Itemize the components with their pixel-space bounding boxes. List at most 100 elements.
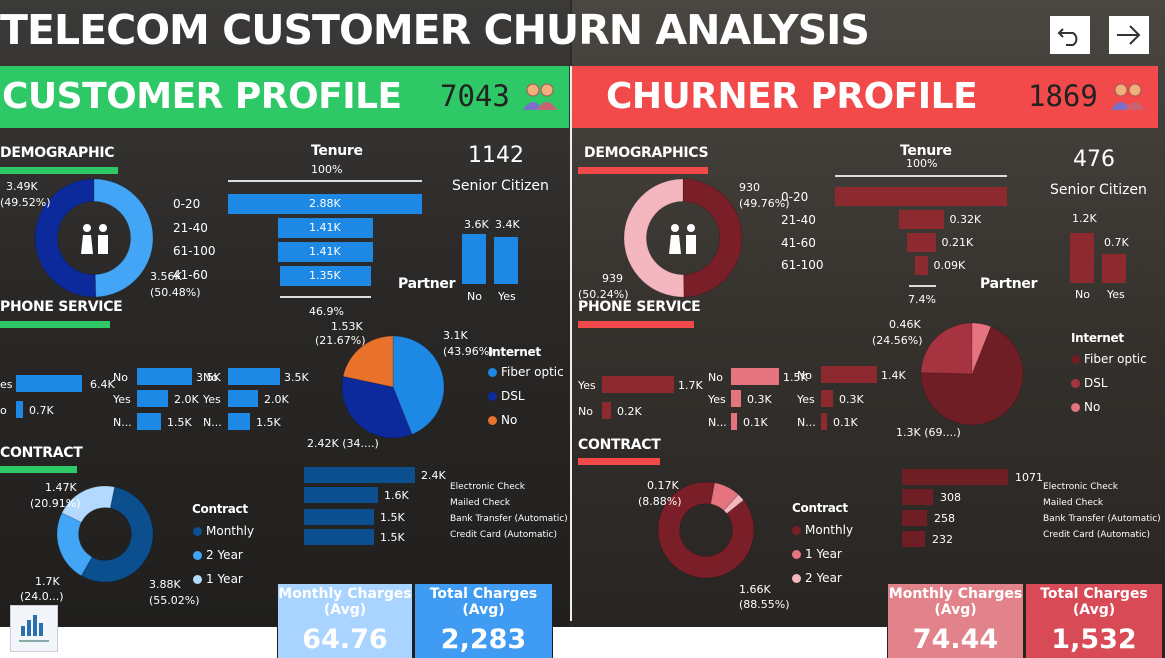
customer-contract-slice-2[interactable] xyxy=(56,512,93,577)
churner-demographic-underline xyxy=(578,167,708,174)
card-title: Total Charges (Avg) xyxy=(429,586,538,618)
churner-gender-a-pct: (49.76%) xyxy=(739,197,790,210)
customer-gender-slice-2[interactable] xyxy=(34,178,97,298)
churner-internet-a-pct: (24.56%) xyxy=(872,334,923,347)
legend-dot-icon xyxy=(792,550,801,559)
churner-payment-method-2: Mailed Check xyxy=(1043,498,1104,508)
customer-phone-g2-label-3: N... xyxy=(113,416,132,429)
customer-tenure-bar-2[interactable] xyxy=(277,218,373,238)
churner-phone-g3-bar-2[interactable] xyxy=(821,390,833,407)
churner-internet-legend-dsl: DSL xyxy=(1071,376,1108,390)
customer-contract-slice-3[interactable] xyxy=(61,485,116,524)
customer-count: 7043 xyxy=(440,79,510,113)
churner-payment-bar-1[interactable] xyxy=(902,469,1008,485)
customer-payment-bar-4[interactable] xyxy=(304,529,374,545)
churner-contract-heading: CONTRACT xyxy=(578,437,661,453)
back-button[interactable] xyxy=(1050,16,1090,54)
customer-phone-g3-bar-2[interactable] xyxy=(228,390,258,407)
customer-payment-bar-3[interactable] xyxy=(304,509,374,525)
customer-tenure-bottom-bracket xyxy=(280,296,371,298)
churner-contract-slice-2[interactable] xyxy=(710,482,740,512)
churner-tenure-bar-3[interactable] xyxy=(906,233,936,252)
churner-tenure-range-4: 61-100 xyxy=(781,258,824,272)
customer-phone-g1-label-1: es xyxy=(0,378,13,391)
customer-phone-g2-bar-3[interactable] xyxy=(137,413,161,430)
customer-payment-value-3: 1.5K xyxy=(380,511,405,524)
customer-phone-g3-value-3: 1.5K xyxy=(256,416,281,429)
customer-tenure-value-4: 1.35K xyxy=(309,269,341,282)
customer-phone-g2-value-2: 2.0K xyxy=(174,393,199,406)
customer-gender-slice-1[interactable] xyxy=(93,178,154,298)
customer-partner-bar-1[interactable] xyxy=(462,234,486,284)
legend-label: No xyxy=(501,413,518,427)
bottom-strip-right xyxy=(553,627,887,658)
legend-label: Fiber optic xyxy=(1084,352,1147,366)
churner-tenure-bar-1[interactable] xyxy=(835,187,1007,206)
churner-contract-slice-1[interactable] xyxy=(657,481,755,579)
churner-phone-g2-label-3: N... xyxy=(708,416,727,429)
churner-payment-bar-2[interactable] xyxy=(902,489,933,505)
churner-tenure-bar-4[interactable] xyxy=(914,256,928,275)
churner-internet-legend-title: Internet xyxy=(1071,331,1124,345)
customer-phone-g3-bar-3[interactable] xyxy=(228,413,250,430)
customer-gender-a-pct: (49.52%) xyxy=(0,196,51,209)
churner-phone-g2-bar-1[interactable] xyxy=(731,368,779,385)
customer-payment-method-1: Electronic Check xyxy=(450,482,525,492)
churner-phone-g1-bar-2[interactable] xyxy=(602,402,611,419)
customer-internet-slice-3[interactable] xyxy=(342,335,394,388)
customer-tenure-bar-3[interactable] xyxy=(277,242,373,262)
churner-phone-g3-bar-1[interactable] xyxy=(821,366,877,383)
customer-tenure-bar-4[interactable] xyxy=(279,266,371,286)
churner-payment-bar-4[interactable] xyxy=(902,531,925,547)
churner-partner-bar-2[interactable] xyxy=(1102,254,1126,283)
churner-partner-no-label: No xyxy=(1075,288,1090,301)
customer-internet-slice-1[interactable] xyxy=(392,335,445,436)
customer-payment-bar-1[interactable] xyxy=(304,467,415,483)
customer-tenure-bar-1[interactable] xyxy=(228,194,422,214)
legend-label: DSL xyxy=(1084,376,1108,390)
churner-internet-pie xyxy=(920,322,1024,426)
churner-phone-g2-bar-2[interactable] xyxy=(731,390,741,407)
churner-senior-label: Senior Citizen xyxy=(1050,182,1147,198)
customer-phone-g1-bar-1[interactable] xyxy=(16,375,82,392)
customer-partner-bar-2[interactable] xyxy=(494,237,518,284)
churner-tenure-title: Tenure xyxy=(900,143,952,159)
churner-internet-slice-3[interactable] xyxy=(971,322,992,375)
churner-contract-a-pct: (8.88%) xyxy=(638,495,682,508)
customer-internet-slice-2[interactable] xyxy=(341,375,413,439)
churner-phone-g2-bar-3[interactable] xyxy=(731,413,737,430)
churner-internet-b-value: 1.3K (69....) xyxy=(896,426,961,439)
customer-phone-g2-bar-1[interactable] xyxy=(137,368,192,385)
legend-label: Monthly xyxy=(206,524,255,538)
churner-partner-bar-1[interactable] xyxy=(1070,233,1094,283)
churner-tenure-value-4: 0.09K xyxy=(933,259,966,272)
next-button[interactable] xyxy=(1109,16,1149,54)
churner-phone-g1-bar-1[interactable] xyxy=(602,376,674,393)
card-title: Monthly Charges (Avg) xyxy=(888,586,1023,618)
card-value: 2,283 xyxy=(440,624,527,655)
churner-phone-g3-bar-3[interactable] xyxy=(821,413,827,430)
churner-internet-slice-2[interactable] xyxy=(920,322,973,375)
customer-monthly-charges-card: Monthly Charges (Avg) 64.76 xyxy=(278,584,412,658)
customer-payment-bar-2[interactable] xyxy=(304,487,378,503)
churner-phone-g3-label-2: Yes xyxy=(797,393,815,406)
customer-phone-g1-bar-2[interactable] xyxy=(16,401,23,418)
churner-payment-bar-3[interactable] xyxy=(902,510,927,526)
legend-dot-icon xyxy=(488,416,497,425)
legend-dot-icon xyxy=(488,368,497,377)
customer-partner-no-value: 3.6K xyxy=(464,218,489,231)
churner-contract-legend-monthly: Monthly xyxy=(792,523,853,537)
customer-tenure-top-bracket xyxy=(228,180,422,182)
churner-payment-value-4: 232 xyxy=(932,533,953,546)
people-group-icon xyxy=(1111,83,1145,110)
customer-contract-heading: CONTRACT xyxy=(0,445,83,461)
customer-contract-slice-1[interactable] xyxy=(80,486,154,583)
customer-phone-g2-bar-2[interactable] xyxy=(137,390,168,407)
churner-gender-slice-2[interactable] xyxy=(623,178,685,298)
churner-contract-slice-3[interactable] xyxy=(723,493,745,515)
churner-gender-slice-1[interactable] xyxy=(682,178,743,298)
churner-internet-slice-1[interactable] xyxy=(920,325,1024,426)
churner-tenure-bar-2[interactable] xyxy=(898,210,944,229)
customer-phone-g3-bar-1[interactable] xyxy=(228,368,280,385)
customer-contract-legend-1year: 1 Year xyxy=(193,572,243,586)
